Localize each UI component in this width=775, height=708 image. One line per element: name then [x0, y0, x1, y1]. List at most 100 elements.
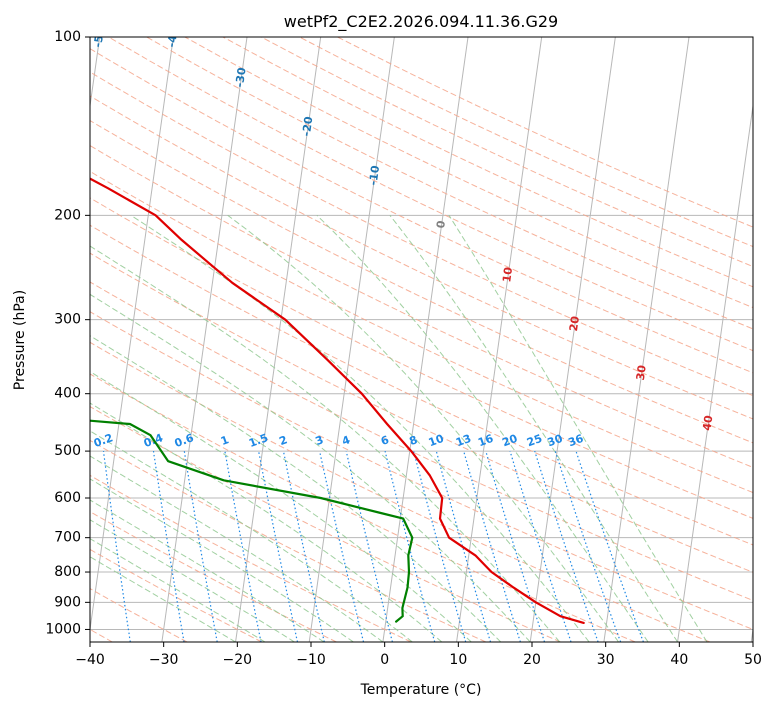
dry-adiabat — [90, 48, 753, 374]
dry-adiabat — [90, 311, 753, 630]
y-tick-label: 600 — [54, 490, 81, 506]
chart-title: wetPf2_C2E2.2026.094.11.36.G29 — [284, 12, 558, 32]
mixing-ratio-label: 25 — [525, 432, 544, 449]
mixing-ratio-line — [224, 450, 262, 642]
axes: −40 −30 −20 −10 0 10 20 30 40 5010020030040050060… — [45, 29, 762, 668]
mixing-ratio-line — [57, 451, 80, 642]
mixing-ratio-line — [258, 450, 299, 642]
isotherm-label: -20 — [300, 115, 316, 137]
mixing-ratio-label: 16 — [476, 432, 495, 450]
dry-adiabat — [90, 224, 753, 546]
isotherm-label: 20 — [567, 315, 582, 332]
moist-adiabat — [90, 538, 266, 642]
y-tick-label: 1000 — [45, 621, 81, 637]
dry-adiabat — [108, 37, 753, 352]
dewpoint-profile — [90, 419, 414, 623]
x-tick-label: 20 — [523, 652, 541, 668]
x-tick-label: −20 — [223, 652, 253, 668]
mixing-ratio-line — [463, 450, 521, 642]
y-tick-label: 100 — [54, 29, 81, 45]
mixing-ratio-line — [509, 450, 572, 642]
isotherm-label: -30 — [233, 66, 249, 88]
mixing-ratio-line — [413, 450, 467, 642]
isotherm-40 — [677, 102, 753, 642]
dry-adiabat — [90, 145, 753, 468]
y-tick-label: 400 — [54, 386, 81, 402]
isotherm-label: 10 — [500, 266, 515, 283]
x-tick-label: 10 — [449, 652, 467, 668]
moist-adiabat — [90, 499, 325, 642]
mixing-ratio-label: 8 — [408, 433, 420, 448]
mixing-ratio-label: 20 — [500, 432, 519, 450]
mixing-ratio-line — [282, 450, 325, 642]
mixing-ratio-label: 6 — [379, 433, 391, 448]
isotherm--40 — [90, 37, 174, 634]
dry-adiabat — [90, 170, 753, 494]
dry-adiabat — [90, 281, 753, 602]
isotherm-label: -60 — [18, 26, 34, 48]
mixing-ratio-label: 13 — [454, 432, 473, 449]
isotherm-label: -40 — [165, 26, 181, 48]
y-tick-label: 800 — [54, 564, 81, 580]
isotherm-label: -50 — [91, 26, 107, 48]
isotherm--30 — [161, 37, 248, 642]
dry-adiabat — [90, 439, 487, 642]
isotherm-30 — [603, 37, 690, 642]
isotherm-50 — [750, 625, 753, 642]
mixing-ratio-line — [319, 450, 365, 642]
moist-adiabat — [389, 214, 679, 642]
moist-adiabat — [316, 214, 649, 642]
dry-adiabat — [184, 37, 753, 309]
x-tick-label: 40 — [670, 652, 688, 668]
dry-adiabat — [90, 474, 412, 642]
moist-adiabat — [90, 402, 443, 642]
dry-adiabat — [90, 373, 636, 642]
dry-adiabat — [90, 197, 753, 519]
dry-adiabat — [299, 37, 753, 248]
mixing-ratio-label: 30 — [546, 432, 565, 450]
isotherm-0 — [382, 37, 469, 642]
mixing-ratio-label: 1.5 — [247, 431, 270, 450]
dry-adiabat — [90, 341, 711, 642]
moist-adiabat — [90, 556, 236, 642]
mixing-ratio-line — [534, 450, 599, 642]
temperature-profile — [90, 177, 585, 624]
isotherm-label: 30 — [634, 364, 649, 381]
mixing-ratio-line — [102, 451, 131, 642]
dry-adiabat — [260, 37, 753, 268]
plot-area: 0.10.20.40.611.52346810131620253036-100-… — [18, 26, 753, 642]
isotherm-label: 40 — [700, 414, 715, 431]
mixing-ratio-line — [575, 450, 644, 642]
dry-adiabat — [90, 252, 753, 573]
isotherm--20 — [235, 37, 322, 642]
dry-adiabat — [337, 37, 753, 228]
moist-adiabat — [90, 245, 561, 642]
mixing-ratio-label: 1 — [219, 433, 231, 448]
y-tick-label: 700 — [54, 530, 81, 546]
x-tick-label: 0 — [380, 652, 389, 668]
mixing-ratio-label: 0.6 — [173, 431, 196, 450]
mixing-ratio-label: 3 — [314, 433, 326, 448]
moist-adiabat — [90, 370, 472, 642]
moist-adiabat — [227, 214, 619, 642]
x-axis-label: Temperature (°C) — [360, 682, 482, 698]
moist-adiabat — [448, 215, 708, 642]
moist-adiabat — [90, 293, 531, 642]
x-tick-label: −10 — [296, 652, 326, 668]
moist-adiabat — [130, 214, 590, 642]
dry-adiabat — [90, 406, 561, 642]
moist-adiabat — [90, 335, 502, 642]
mixing-ratio-line — [435, 450, 492, 642]
mixing-ratio-label: 0.2 — [92, 431, 115, 450]
mixing-ratio-line — [152, 451, 185, 642]
mixing-ratio-line — [485, 450, 546, 642]
mixing-ratio-label: 2 — [277, 433, 289, 448]
y-tick-label: 300 — [54, 312, 81, 328]
mixing-ratio-label: 10 — [427, 432, 446, 450]
x-tick-label: −30 — [149, 652, 179, 668]
y-tick-label: 500 — [54, 443, 81, 459]
isotherm-20 — [529, 37, 616, 642]
dry-adiabat — [90, 119, 753, 444]
plot-frame — [89, 36, 754, 643]
